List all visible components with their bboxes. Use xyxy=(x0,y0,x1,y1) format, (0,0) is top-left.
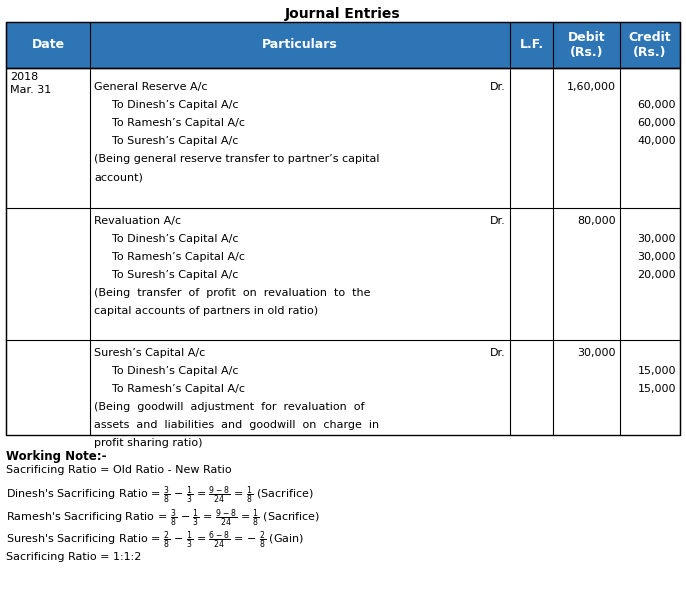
Bar xyxy=(620,22,680,68)
Text: assets  and  liabilities  and  goodwill  on  charge  in: assets and liabilities and goodwill on c… xyxy=(94,420,379,430)
Text: Sacrificing Ratio = 1:1:2: Sacrificing Ratio = 1:1:2 xyxy=(6,552,141,562)
Text: L.F.: L.F. xyxy=(519,39,543,52)
Bar xyxy=(6,22,90,68)
Text: Journal Entries: Journal Entries xyxy=(285,7,401,21)
Text: capital accounts of partners in old ratio): capital accounts of partners in old rati… xyxy=(94,306,318,316)
Bar xyxy=(510,22,553,68)
Text: Dinesh's Sacrificing Ratio = $\frac{3}{8}$ $-$ $\frac{1}{3}$ = $\frac{9-8}{24}$ : Dinesh's Sacrificing Ratio = $\frac{3}{8… xyxy=(6,485,314,506)
Text: Dr.: Dr. xyxy=(490,216,506,226)
Text: (Being  goodwill  adjustment  for  revaluation  of: (Being goodwill adjustment for revaluati… xyxy=(94,402,364,412)
Bar xyxy=(6,68,680,435)
Text: Ramesh's Sacrificing Ratio = $\frac{3}{8}$ $-$ $\frac{1}{3}$ = $\frac{9-8}{24}$ : Ramesh's Sacrificing Ratio = $\frac{3}{8… xyxy=(6,508,320,530)
Text: 15,000: 15,000 xyxy=(637,366,676,376)
Text: 20,000: 20,000 xyxy=(637,270,676,280)
Text: To Dinesh’s Capital A/c: To Dinesh’s Capital A/c xyxy=(112,100,239,110)
Text: (Being  transfer  of  profit  on  revaluation  to  the: (Being transfer of profit on revaluation… xyxy=(94,288,370,298)
Text: To Ramesh’s Capital A/c: To Ramesh’s Capital A/c xyxy=(112,384,245,394)
Text: Debit
(Rs.): Debit (Rs.) xyxy=(568,31,605,59)
Text: 15,000: 15,000 xyxy=(637,384,676,394)
Text: Suresh’s Capital A/c: Suresh’s Capital A/c xyxy=(94,348,205,358)
Bar xyxy=(6,22,680,68)
Text: 80,000: 80,000 xyxy=(578,216,616,226)
Text: Credit
(Rs.): Credit (Rs.) xyxy=(628,31,672,59)
Text: General Reserve A/c: General Reserve A/c xyxy=(94,82,207,92)
Text: Working Note:-: Working Note:- xyxy=(6,450,106,463)
Text: To Dinesh’s Capital A/c: To Dinesh’s Capital A/c xyxy=(112,366,239,376)
Text: 2018
Mar. 31: 2018 Mar. 31 xyxy=(10,72,51,95)
Text: 40,000: 40,000 xyxy=(637,136,676,146)
Text: Suresh's Sacrificing Ratio = $\frac{2}{8}$ $-$ $\frac{1}{3}$ = $\frac{6-8}{24}$ : Suresh's Sacrificing Ratio = $\frac{2}{8… xyxy=(6,530,305,552)
Bar xyxy=(90,22,510,68)
Text: Particulars: Particulars xyxy=(262,39,338,52)
Text: To Ramesh’s Capital A/c: To Ramesh’s Capital A/c xyxy=(112,118,245,128)
Text: To Suresh’s Capital A/c: To Suresh’s Capital A/c xyxy=(112,136,238,146)
Text: 30,000: 30,000 xyxy=(637,252,676,262)
Text: 60,000: 60,000 xyxy=(637,118,676,128)
Text: (Being general reserve transfer to partner’s capital: (Being general reserve transfer to partn… xyxy=(94,154,379,164)
Text: account): account) xyxy=(94,172,143,182)
Text: 30,000: 30,000 xyxy=(637,234,676,244)
Text: To Ramesh’s Capital A/c: To Ramesh’s Capital A/c xyxy=(112,252,245,262)
Text: profit sharing ratio): profit sharing ratio) xyxy=(94,438,202,448)
Text: Date: Date xyxy=(32,39,64,52)
Bar xyxy=(553,22,620,68)
Text: 30,000: 30,000 xyxy=(578,348,616,358)
Text: Dr.: Dr. xyxy=(490,82,506,92)
Text: 1,60,000: 1,60,000 xyxy=(567,82,616,92)
Text: To Suresh’s Capital A/c: To Suresh’s Capital A/c xyxy=(112,270,238,280)
Text: Sacrificing Ratio = Old Ratio - New Ratio: Sacrificing Ratio = Old Ratio - New Rati… xyxy=(6,465,232,475)
Text: Dr.: Dr. xyxy=(490,348,506,358)
Text: To Dinesh’s Capital A/c: To Dinesh’s Capital A/c xyxy=(112,234,239,244)
Text: 60,000: 60,000 xyxy=(637,100,676,110)
Text: Revaluation A/c: Revaluation A/c xyxy=(94,216,181,226)
